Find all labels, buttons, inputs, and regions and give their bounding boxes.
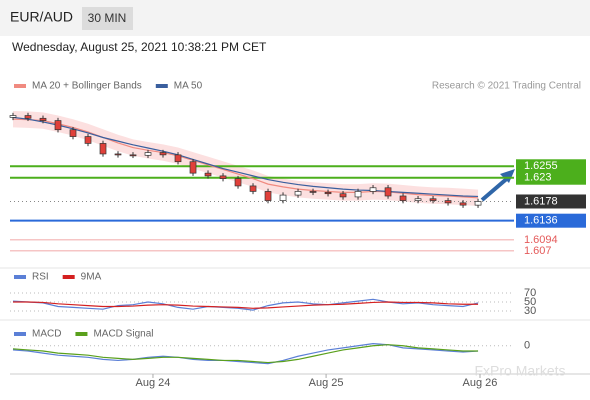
candle-body bbox=[294, 191, 302, 196]
candle-body bbox=[204, 172, 212, 177]
level-badge bbox=[516, 194, 586, 209]
level-badge bbox=[516, 213, 586, 228]
level-label: 1.6136 bbox=[524, 215, 558, 227]
legend-label: RSI bbox=[32, 272, 49, 283]
level-badge bbox=[516, 159, 586, 174]
candle-body bbox=[429, 198, 437, 201]
candle-body bbox=[324, 191, 332, 195]
x-tick-label: Aug 25 bbox=[309, 377, 344, 389]
candle-body bbox=[414, 198, 422, 201]
candle-body bbox=[99, 143, 107, 155]
candle-body bbox=[264, 191, 272, 201]
candle-body bbox=[39, 117, 47, 121]
x-tick-label: Aug 26 bbox=[463, 377, 498, 389]
arrow bbox=[480, 174, 512, 202]
candle-body bbox=[309, 191, 317, 193]
y-tick-label: 70 bbox=[524, 287, 536, 299]
series-line bbox=[12, 118, 479, 199]
legend-swatch bbox=[14, 84, 26, 88]
bollinger-band bbox=[13, 110, 479, 207]
candle-body bbox=[399, 195, 407, 201]
legend-swatch bbox=[75, 332, 88, 336]
level-label: 1.6255 bbox=[524, 160, 558, 172]
candle-body bbox=[444, 200, 452, 204]
watermark: FxPro Markets bbox=[474, 363, 565, 379]
series-line bbox=[13, 301, 479, 309]
candle-body bbox=[249, 185, 257, 192]
legend-label: 9MA bbox=[81, 272, 102, 283]
candle-body bbox=[339, 193, 347, 198]
legend-swatch bbox=[155, 84, 168, 88]
legend-swatch bbox=[14, 275, 26, 279]
interval-label[interactable]: 30 MIN bbox=[88, 11, 127, 25]
interval-button[interactable] bbox=[82, 7, 133, 30]
y-tick-label: 0 bbox=[524, 340, 530, 352]
y-tick-label: 30 bbox=[524, 305, 536, 317]
candle-body bbox=[354, 191, 362, 198]
legend-label: MA 50 bbox=[174, 81, 203, 92]
legend-label: MACD Signal bbox=[93, 329, 153, 340]
candle-body bbox=[144, 152, 152, 156]
legend-swatch bbox=[14, 332, 26, 336]
legend-label: MACD bbox=[32, 329, 61, 340]
candle-body bbox=[9, 115, 17, 118]
date: Wednesday, August 25, 2021 10:38:21 PM C… bbox=[12, 40, 267, 54]
candle-body bbox=[189, 161, 197, 174]
level-label: 1.607 bbox=[524, 245, 552, 257]
series-line bbox=[12, 298, 479, 311]
level-label: 1.6178 bbox=[524, 195, 558, 207]
series-line bbox=[12, 343, 479, 365]
symbol: EUR/AUD bbox=[10, 9, 73, 25]
legend-label: MA 20 + Bollinger Bands bbox=[32, 81, 142, 92]
level-label: 1.623 bbox=[524, 172, 552, 184]
credit: Research © 2021 Trading Central bbox=[432, 81, 581, 92]
candle-body bbox=[384, 187, 392, 197]
level-label: 1.6094 bbox=[524, 234, 558, 246]
arrow-head bbox=[500, 169, 515, 183]
candle-body bbox=[234, 178, 242, 187]
candle-body bbox=[24, 115, 32, 119]
candle-body bbox=[54, 120, 62, 131]
series-line bbox=[12, 116, 479, 198]
candle-body bbox=[279, 194, 287, 201]
candle-body bbox=[129, 154, 137, 157]
candle-body bbox=[84, 136, 92, 144]
x-tick-label: Aug 24 bbox=[136, 377, 171, 389]
level-badge bbox=[516, 170, 586, 185]
legend-swatch bbox=[62, 275, 75, 279]
candle-body bbox=[459, 202, 467, 206]
y-tick-label: 50 bbox=[524, 296, 536, 308]
candle-body bbox=[369, 187, 377, 192]
candle-body bbox=[69, 129, 77, 137]
candle-body bbox=[174, 154, 182, 163]
series-line bbox=[12, 344, 479, 364]
candle-body bbox=[114, 153, 122, 156]
candle-body bbox=[159, 152, 167, 156]
candle-body bbox=[219, 175, 227, 179]
candle-body bbox=[474, 201, 482, 206]
